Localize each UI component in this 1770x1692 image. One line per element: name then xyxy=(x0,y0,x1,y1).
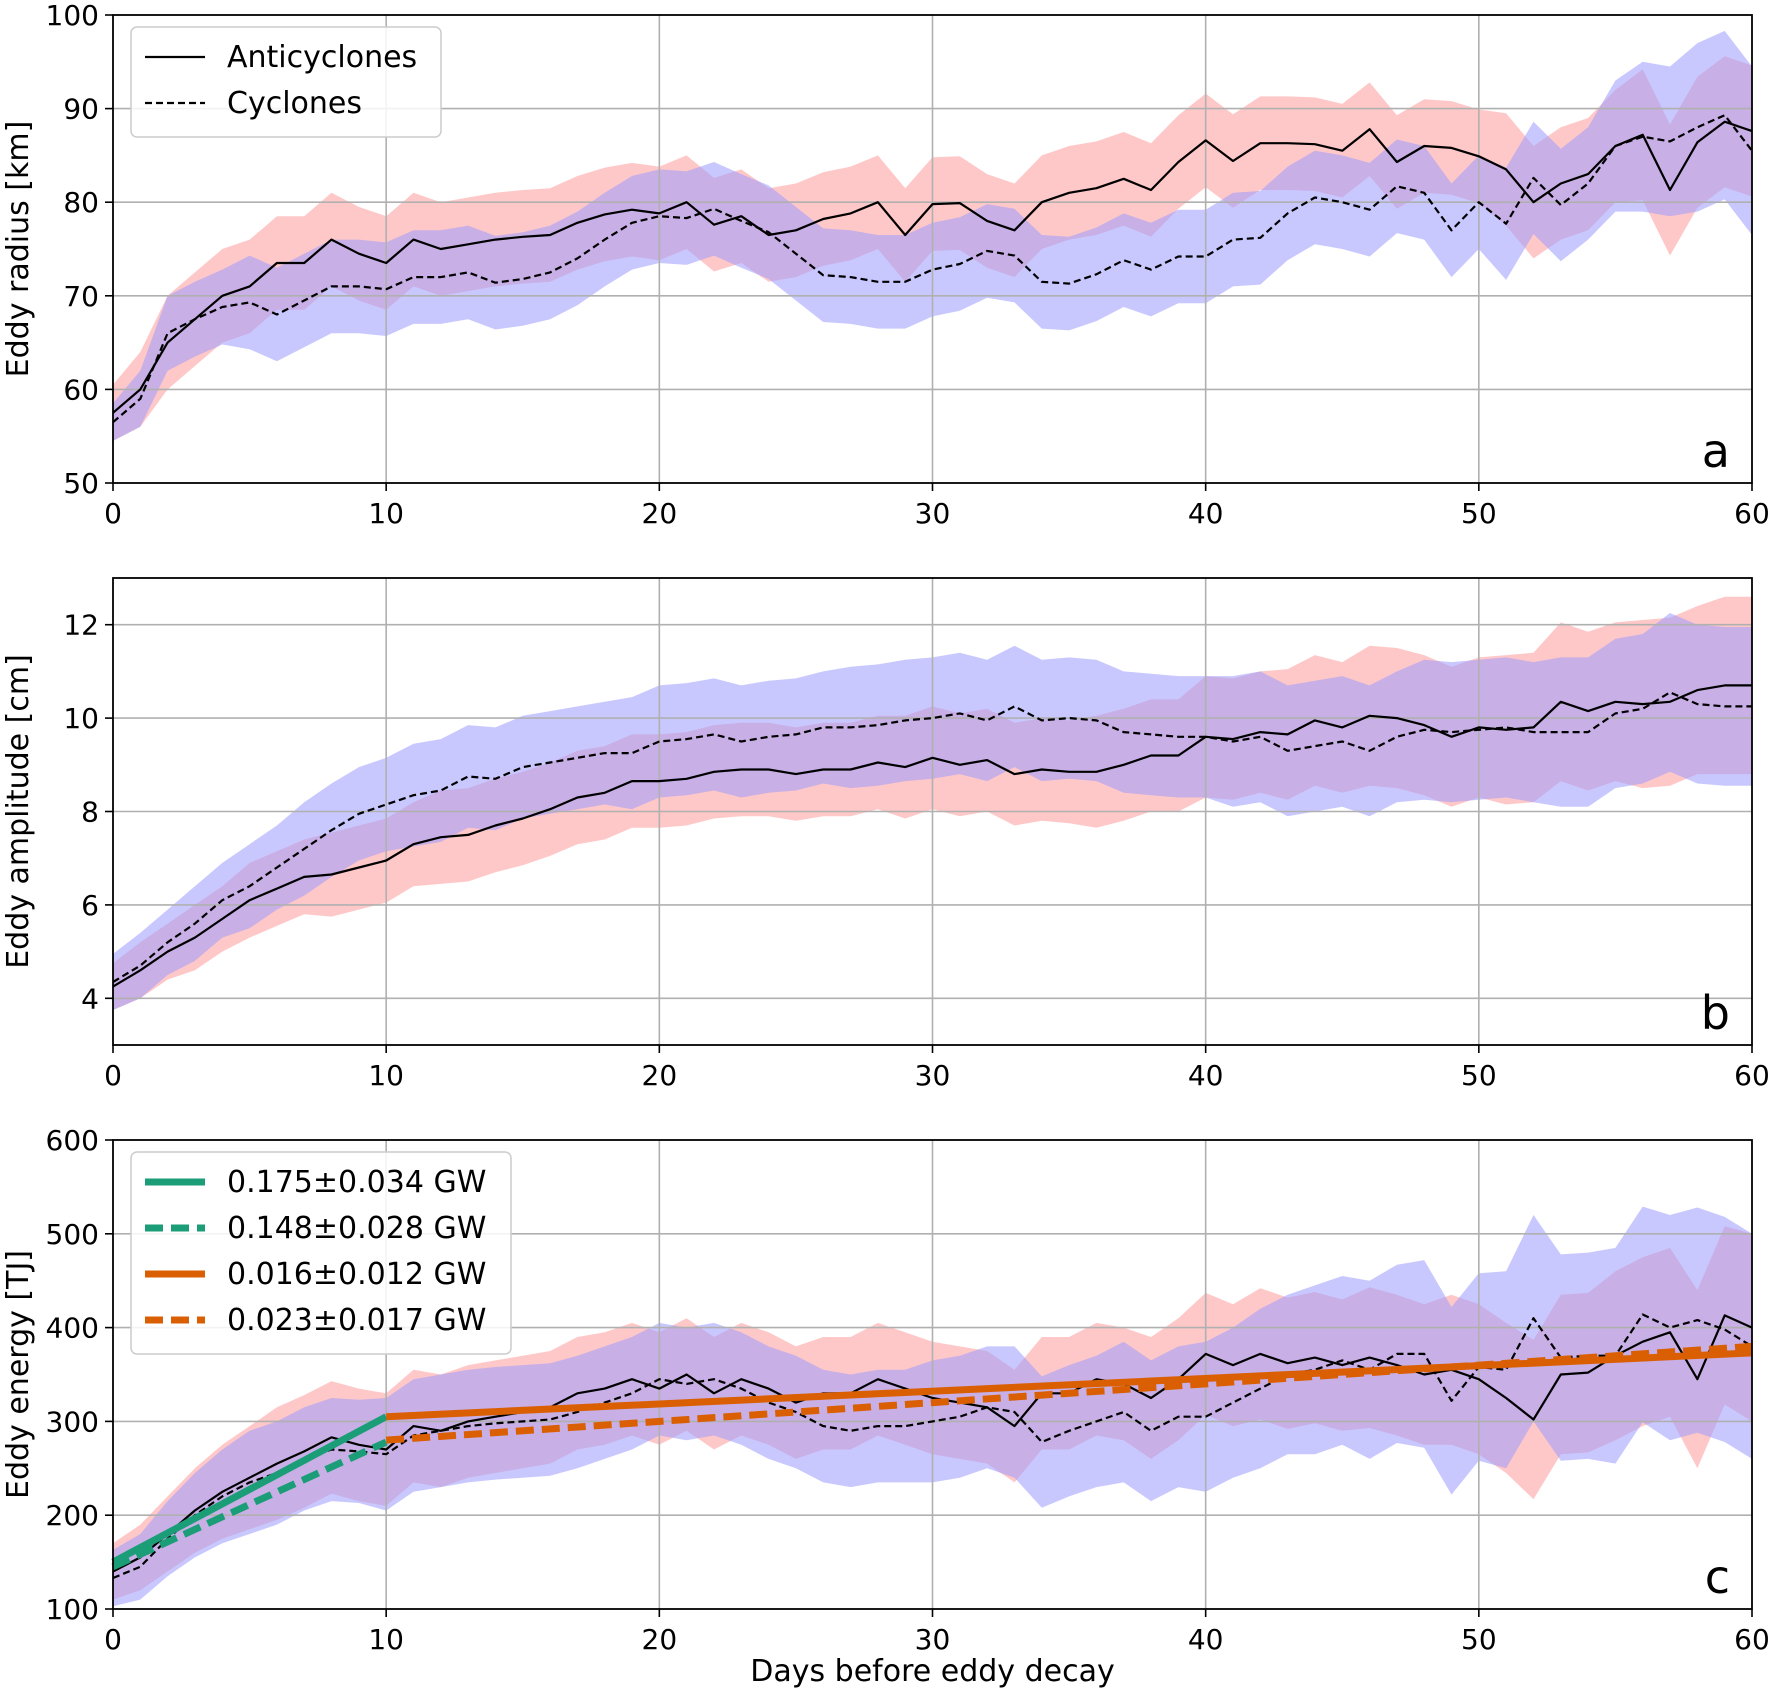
x-tick-label-c: 0 xyxy=(104,1623,122,1656)
x-tick-label-c: 50 xyxy=(1461,1623,1497,1656)
y-tick-label-a: 60 xyxy=(63,373,99,406)
x-tick-label-c: 10 xyxy=(368,1623,404,1656)
y-tick-label-a: 90 xyxy=(63,93,99,126)
legend-label-c: 0.148±0.028 GW xyxy=(227,1211,486,1246)
x-tick-label-c: 30 xyxy=(915,1623,951,1656)
y-tick-label-b: 12 xyxy=(63,609,99,642)
series-line-c-anticyclones xyxy=(112,1314,1753,1573)
panel-letter-c: c xyxy=(1705,1550,1730,1604)
legend-label-c: 0.175±0.034 GW xyxy=(227,1165,486,1200)
y-axis-label-a: Eddy radius [km] xyxy=(1,121,36,378)
y-tick-label-c: 200 xyxy=(46,1499,99,1532)
y-tick-label-c: 500 xyxy=(46,1218,99,1251)
x-tick-label-c: 60 xyxy=(1734,1623,1770,1656)
legend-label-a: Cyclones xyxy=(227,86,362,121)
panel-letter-b: b xyxy=(1701,986,1730,1040)
legend-c: 0.175±0.034 GW 0.148±0.028 GW 0.016±0.012 … xyxy=(130,1151,512,1355)
x-tick-label-a: 30 xyxy=(915,497,951,530)
x-tick-label-b: 50 xyxy=(1461,1059,1497,1092)
x-tick-label-b: 30 xyxy=(915,1059,951,1092)
x-axis-label-c: Days before eddy decay xyxy=(750,1654,1114,1689)
y-tick-label-b: 6 xyxy=(81,889,99,922)
legend-label-c: 0.023±0.017 GW xyxy=(227,1303,486,1338)
series-b xyxy=(112,684,1752,988)
series-line-b-anticyclones xyxy=(112,684,1752,988)
x-tick-label-a: 20 xyxy=(642,497,678,530)
y-tick-label-a: 80 xyxy=(63,186,99,219)
panel-c: 0 10 20 30 40 50 60 100 200 300 400 500 600 Eddy ene… xyxy=(1,1124,1770,1689)
x-tick-label-b: 20 xyxy=(642,1059,678,1092)
fit-lines-c xyxy=(111,1342,1753,1570)
legend-a: Anticyclones Cyclones xyxy=(130,26,442,138)
legend-label-c: 0.016±0.012 GW xyxy=(227,1257,486,1292)
y-tick-label-c: 300 xyxy=(46,1405,99,1438)
y-tick-label-c: 600 xyxy=(46,1124,99,1157)
y-tick-label-c: 400 xyxy=(46,1312,99,1345)
x-tick-label-b: 0 xyxy=(104,1059,122,1092)
y-tick-label-b: 4 xyxy=(81,982,99,1015)
band-b-cyclones xyxy=(113,613,1752,1010)
fit-line-3 xyxy=(385,1342,1753,1444)
ticks-c: 0 10 20 30 40 50 60 100 200 300 400 500 600 xyxy=(46,1124,1770,1656)
y-tick-label-a: 100 xyxy=(46,0,99,32)
ticks-a: 0 10 20 30 40 50 60 50 60 70 80 90 100 xyxy=(46,0,1770,530)
y-tick-label-c: 100 xyxy=(46,1593,99,1626)
fit-line-1 xyxy=(111,1438,388,1570)
x-tick-label-a: 10 xyxy=(368,497,404,530)
y-tick-label-b: 10 xyxy=(63,702,99,735)
panel-letter-a: a xyxy=(1702,424,1730,478)
y-axis-label-b: Eddy amplitude [cm] xyxy=(1,654,36,969)
x-tick-label-a: 50 xyxy=(1461,497,1497,530)
x-tick-label-a: 0 xyxy=(104,497,122,530)
x-tick-label-a: 40 xyxy=(1188,497,1224,530)
panel-a: 0 10 20 30 40 50 60 50 60 70 80 90 100 Eddy radius [… xyxy=(1,0,1770,530)
fit-line-2 xyxy=(386,1349,1753,1421)
legend-box-c xyxy=(130,1151,512,1355)
grid-b xyxy=(113,578,1752,1045)
series-line-a-anticyclones xyxy=(112,120,1753,414)
fit-line-0 xyxy=(111,1413,388,1566)
series-line-b-cyclones xyxy=(112,691,1752,983)
legend-box-a xyxy=(130,26,442,138)
y-tick-label-a: 50 xyxy=(63,467,99,500)
legend-label-a: Anticyclones xyxy=(227,40,417,75)
y-tick-label-b: 8 xyxy=(81,796,99,829)
y-tick-label-a: 70 xyxy=(63,280,99,313)
x-tick-label-b: 40 xyxy=(1188,1059,1224,1092)
series-a xyxy=(112,114,1753,424)
panel-b: 0 10 20 30 40 50 60 4 6 8 10 12 Eddy amplitude [cm]… xyxy=(1,577,1770,1092)
x-tick-label-c: 20 xyxy=(642,1623,678,1656)
x-tick-label-c: 40 xyxy=(1188,1623,1224,1656)
ticks-b: 0 10 20 30 40 50 60 4 6 8 10 12 xyxy=(63,609,1769,1092)
x-tick-label-b: 60 xyxy=(1734,1059,1770,1092)
series-line-a-cyclones xyxy=(112,114,1753,424)
x-tick-label-b: 10 xyxy=(368,1059,404,1092)
y-axis-label-c: Eddy energy [TJ] xyxy=(1,1250,36,1499)
x-tick-label-a: 60 xyxy=(1734,497,1770,530)
